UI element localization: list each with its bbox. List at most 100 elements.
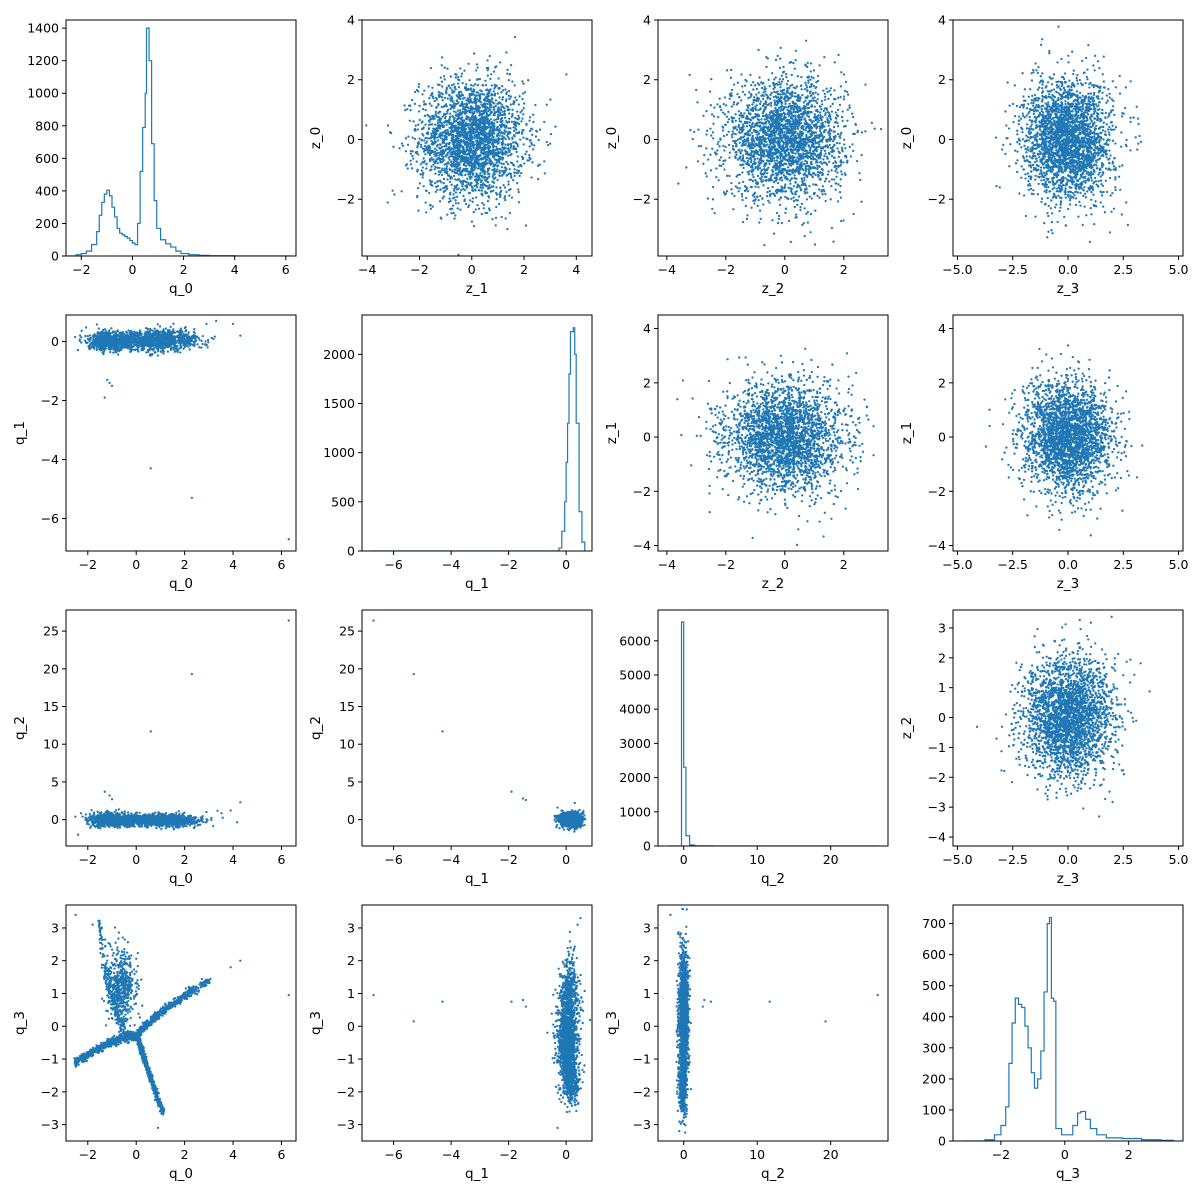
scatter-point [490, 84, 493, 87]
scatter-point [507, 120, 511, 123]
scatter-point [772, 129, 775, 132]
scatter-point [828, 180, 831, 183]
scatter-point [479, 89, 482, 92]
scatter-point [782, 92, 786, 95]
scatter-point [789, 240, 792, 244]
scatter-point [441, 115, 444, 118]
scatter-point [823, 149, 827, 153]
scatter-point [447, 133, 450, 136]
scatter-point [819, 152, 823, 155]
scatter-point [464, 202, 468, 206]
scatter-point [777, 217, 781, 221]
scatter-point [771, 131, 774, 134]
scatter-point [406, 108, 409, 111]
scatter-point [510, 95, 513, 98]
scatter-point [829, 198, 832, 201]
scatter-point [768, 113, 771, 116]
scatter-point [796, 162, 799, 166]
scatter-point [761, 129, 764, 132]
scatter-point [784, 190, 787, 193]
scatter-point [792, 61, 795, 65]
scatter-point [754, 143, 758, 146]
scatter-point [753, 96, 756, 99]
scatter-point [769, 127, 772, 131]
scatter-point [434, 190, 437, 194]
scatter-point [512, 102, 515, 106]
scatter-point [458, 143, 461, 147]
scatter-point [779, 136, 783, 139]
scatter-point [452, 142, 456, 146]
scatter-point [441, 131, 445, 134]
scatter-point [740, 116, 744, 119]
scatter-point [774, 114, 777, 117]
scatter-point [727, 110, 730, 113]
scatter-point [464, 110, 468, 113]
scatter-point [748, 154, 752, 157]
scatter-point [772, 87, 775, 91]
scatter-point [776, 54, 779, 58]
scatter-point [512, 126, 515, 129]
scatter-point [697, 128, 700, 131]
scatter-point [738, 148, 741, 151]
scatter-point [523, 162, 526, 165]
scatter-point [798, 186, 802, 189]
scatter-point [462, 124, 465, 128]
scatter-point [454, 76, 458, 79]
scatter-point [512, 100, 515, 103]
scatter-point [500, 103, 504, 106]
scatter-point [492, 70, 496, 73]
scatter-point [494, 85, 497, 89]
scatter-point [400, 142, 404, 145]
scatter-point [756, 121, 759, 124]
scatter-point [825, 155, 828, 158]
scatter-point [477, 107, 481, 110]
scatter-point [808, 155, 811, 159]
scatter-point [499, 113, 503, 116]
scatter-point [496, 132, 499, 136]
scatter-point [495, 205, 498, 209]
scatter-point [498, 170, 501, 173]
scatter-point [487, 114, 490, 117]
scatter-point [745, 125, 749, 128]
scatter-point [789, 135, 792, 138]
scatter-point [784, 127, 787, 130]
scatter-point [487, 94, 491, 98]
scatter-point [471, 150, 474, 154]
scatter-point [458, 162, 461, 166]
scatter-point [517, 103, 520, 106]
scatter-point [754, 107, 757, 110]
scatter-point [812, 92, 815, 96]
scatter-point [433, 147, 437, 150]
scatter-point [496, 126, 499, 129]
scatter-point [489, 163, 493, 166]
scatter-point [711, 207, 714, 211]
scatter-point [734, 185, 737, 188]
scatter-point [460, 122, 463, 126]
scatter-point [422, 100, 426, 103]
scatter-point [758, 76, 761, 79]
scatter-point [439, 117, 442, 120]
x-tick-label: 0 [468, 262, 476, 277]
scatter-point [486, 200, 490, 203]
scatter-point [804, 153, 807, 156]
scatter-point [511, 141, 515, 144]
scatter-point [426, 113, 429, 117]
y-tick-label: 1000 [27, 86, 59, 101]
scatter-point [453, 187, 456, 190]
scatter-point [816, 74, 820, 78]
scatter-point [494, 169, 497, 173]
scatter-point [499, 186, 502, 189]
scatter-point [803, 234, 806, 238]
scatter-point [787, 158, 790, 162]
scatter-point [453, 157, 457, 161]
scatter-point [760, 138, 763, 142]
scatter-point [524, 224, 528, 227]
scatter-point [489, 118, 492, 121]
scatter-point [732, 103, 735, 106]
scatter-point [732, 83, 736, 86]
scatter-point [479, 101, 482, 104]
scatter-point [468, 111, 472, 114]
scatter-point [787, 219, 791, 223]
scatter-point [481, 201, 484, 205]
scatter-point [477, 122, 481, 126]
